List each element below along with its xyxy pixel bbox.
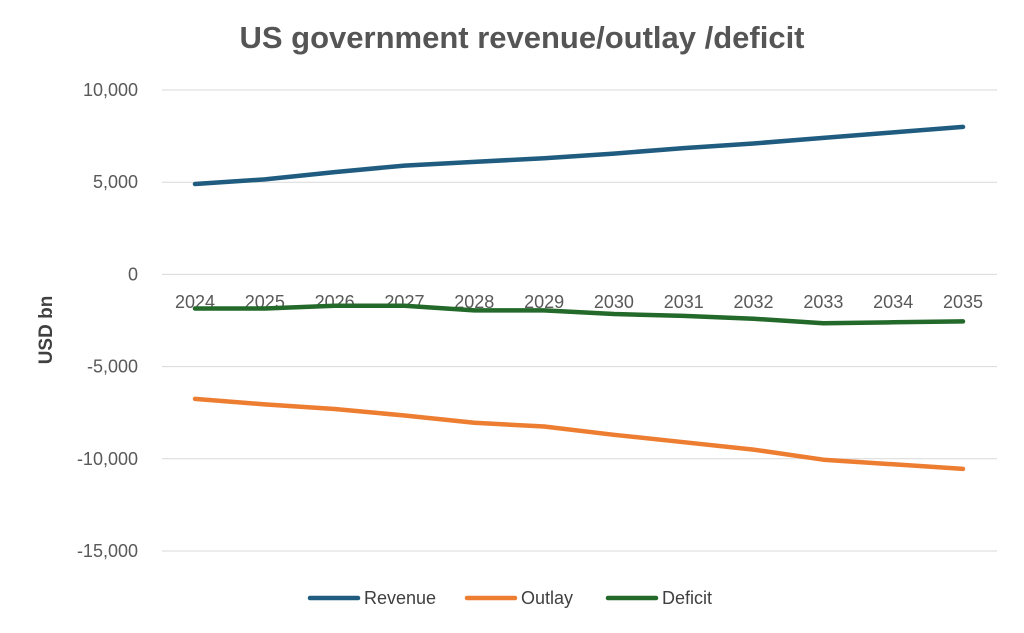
x-tick-label: 2029 bbox=[524, 292, 564, 312]
y-axis-ticks: 10,000 5,000 0 -5,000 -10,000 -15,000 bbox=[77, 80, 138, 561]
x-tick-label: 2027 bbox=[384, 292, 424, 312]
legend: Revenue Outlay Deficit bbox=[307, 588, 712, 608]
y-tick-label: -5,000 bbox=[87, 357, 138, 377]
legend-label: Outlay bbox=[521, 588, 573, 608]
x-tick-label: 2033 bbox=[803, 292, 843, 312]
y-axis-label: USD bn bbox=[36, 296, 57, 365]
x-tick-label: 2032 bbox=[734, 292, 774, 312]
series-lines bbox=[192, 124, 966, 472]
y-tick-label: -15,000 bbox=[77, 541, 138, 561]
legend-label: Deficit bbox=[662, 588, 712, 608]
legend-label: Revenue bbox=[364, 588, 436, 608]
series-line-revenue bbox=[192, 124, 966, 187]
legend-item-outlay: Outlay bbox=[464, 588, 573, 608]
x-tick-label: 2031 bbox=[664, 292, 704, 312]
x-tick-label: 2034 bbox=[873, 292, 913, 312]
legend-item-deficit: Deficit bbox=[605, 588, 712, 608]
series-line-outlay bbox=[192, 396, 966, 472]
x-tick-label: 2026 bbox=[315, 292, 355, 312]
legend-item-revenue: Revenue bbox=[307, 588, 436, 608]
x-tick-label: 2028 bbox=[454, 292, 494, 312]
x-tick-label: 2035 bbox=[943, 292, 983, 312]
y-tick-label: 10,000 bbox=[83, 80, 138, 100]
gridlines bbox=[162, 89, 997, 552]
y-tick-label: 0 bbox=[128, 264, 138, 284]
y-tick-label: -10,000 bbox=[77, 449, 138, 469]
series-line-deficit bbox=[192, 303, 966, 326]
y-tick-label: 5,000 bbox=[93, 172, 138, 192]
x-tick-label: 2030 bbox=[594, 292, 634, 312]
chart-title: US government revenue/outlay /deficit bbox=[239, 20, 805, 55]
